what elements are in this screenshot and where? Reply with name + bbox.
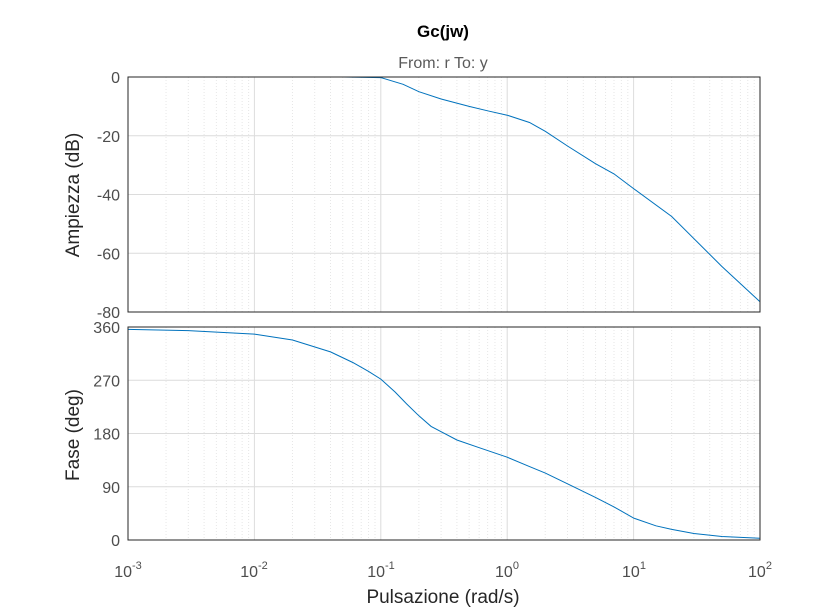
y-tick-label: -40: [97, 188, 120, 205]
y-tick-label: 0: [111, 70, 120, 87]
y-tick-label: 270: [93, 373, 120, 390]
x-tick-label: 10-3: [114, 560, 142, 581]
x-tick-label: 10-2: [240, 560, 268, 581]
x-tick-label: 101: [622, 560, 646, 581]
phase-panel: 0 90 180 270 360 Fase (deg): [63, 320, 761, 550]
magnitude-curve: [128, 76, 761, 303]
y-tick-label: 360: [93, 320, 120, 337]
x-tick-label: 102: [748, 560, 772, 581]
x-tick-label: 10-1: [367, 560, 395, 581]
y-tick-label: 180: [93, 427, 120, 444]
magnitude-grid: [128, 77, 760, 312]
x-tick-labels: 10-3 10-2 10-1 100 101 102: [114, 560, 772, 581]
y-tick-label: 90: [102, 480, 120, 497]
y-tick-label: 0: [111, 533, 120, 550]
magnitude-y-label: Ampiezza (dB): [63, 133, 84, 258]
magnitude-axes-box: [127, 76, 761, 313]
magnitude-y-tick-labels: 0 -20 -40 -60 -80: [97, 70, 120, 322]
chart-title: Gc(jw): [417, 22, 469, 41]
y-tick-label: -80: [97, 305, 120, 322]
phase-y-tick-labels: 0 90 180 270 360: [93, 320, 120, 550]
y-tick-label: -20: [97, 129, 120, 146]
x-tick-label: 100: [495, 560, 519, 581]
chart-subtitle: From: r To: y: [398, 55, 488, 72]
magnitude-panel: 0 -20 -40 -60 -80 Ampiezza (dB): [63, 70, 761, 322]
phase-curve: [127, 328, 761, 539]
y-tick-label: -60: [97, 246, 120, 263]
phase-axes-box: [127, 326, 761, 541]
phase-y-label: Fase (deg): [63, 389, 84, 481]
x-axis-label: Pulsazione (rad/s): [366, 587, 519, 608]
